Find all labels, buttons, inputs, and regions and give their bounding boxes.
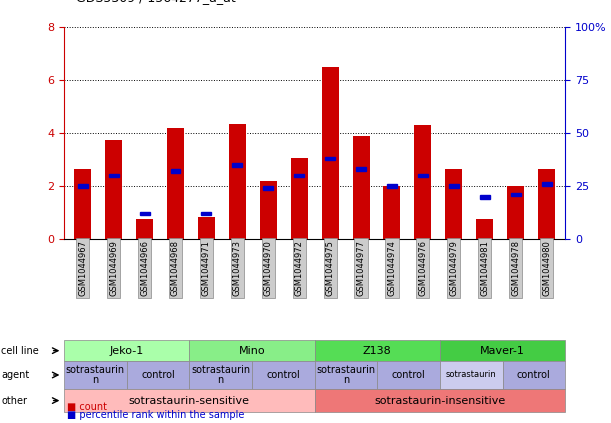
Text: GSM1044971: GSM1044971 xyxy=(202,240,211,296)
Bar xyxy=(140,212,150,215)
Text: other: other xyxy=(1,396,27,406)
Text: ■ count: ■ count xyxy=(67,402,107,412)
Bar xyxy=(78,184,87,188)
Bar xyxy=(542,182,552,186)
Text: GSM1044980: GSM1044980 xyxy=(542,240,551,296)
Text: GSM1044976: GSM1044976 xyxy=(419,240,428,296)
Text: sotrastaurin
n: sotrastaurin n xyxy=(66,365,125,385)
Bar xyxy=(356,168,366,171)
Text: Mino: Mino xyxy=(239,346,265,356)
Bar xyxy=(445,169,463,239)
Bar xyxy=(414,125,431,239)
Bar xyxy=(74,169,91,239)
Text: GSM1044978: GSM1044978 xyxy=(511,240,520,296)
Text: sotrastaurin
n: sotrastaurin n xyxy=(191,365,251,385)
Text: GSM1044975: GSM1044975 xyxy=(326,240,335,296)
Bar xyxy=(387,184,397,188)
Text: control: control xyxy=(266,370,300,380)
Bar xyxy=(353,136,370,239)
Bar xyxy=(260,181,277,239)
Text: GSM1044967: GSM1044967 xyxy=(78,240,87,296)
Bar xyxy=(229,124,246,239)
Text: sotrastaurin-sensitive: sotrastaurin-sensitive xyxy=(129,396,250,406)
Bar xyxy=(418,174,428,177)
Bar xyxy=(321,67,338,239)
Text: control: control xyxy=(141,370,175,380)
Bar xyxy=(507,186,524,239)
Bar xyxy=(202,212,211,215)
Bar xyxy=(449,184,459,188)
Bar xyxy=(295,174,304,177)
Text: agent: agent xyxy=(1,370,29,380)
Bar xyxy=(384,186,400,239)
Text: Jeko-1: Jeko-1 xyxy=(109,346,144,356)
Text: GSM1044969: GSM1044969 xyxy=(109,240,118,296)
Bar xyxy=(476,219,493,239)
Text: control: control xyxy=(392,370,425,380)
Bar xyxy=(198,217,215,239)
Text: GSM1044977: GSM1044977 xyxy=(357,240,365,296)
Bar xyxy=(538,169,555,239)
Bar xyxy=(480,195,489,198)
Text: GSM1044981: GSM1044981 xyxy=(480,240,489,296)
Text: Z138: Z138 xyxy=(363,346,392,356)
Text: GSM1044979: GSM1044979 xyxy=(449,240,458,296)
Bar xyxy=(109,174,119,177)
Text: Maver-1: Maver-1 xyxy=(480,346,525,356)
Text: GSM1044970: GSM1044970 xyxy=(264,240,273,296)
Text: GSM1044974: GSM1044974 xyxy=(387,240,397,296)
Bar xyxy=(136,219,153,239)
Bar xyxy=(167,128,184,239)
Text: cell line: cell line xyxy=(1,346,39,356)
Bar xyxy=(232,163,243,167)
Text: GSM1044973: GSM1044973 xyxy=(233,240,242,296)
Bar xyxy=(511,193,521,196)
Bar xyxy=(263,187,273,190)
Text: ■ percentile rank within the sample: ■ percentile rank within the sample xyxy=(67,409,244,420)
Text: sotrastaurin
n: sotrastaurin n xyxy=(316,365,376,385)
Text: GSM1044972: GSM1044972 xyxy=(295,240,304,296)
Bar xyxy=(291,158,308,239)
Bar xyxy=(325,157,335,160)
Text: GSM1044966: GSM1044966 xyxy=(140,240,149,296)
Bar xyxy=(105,140,122,239)
Text: GDS5309 / 1564277_a_at: GDS5309 / 1564277_a_at xyxy=(76,0,236,4)
Text: GSM1044968: GSM1044968 xyxy=(171,240,180,296)
Text: sotrastaurin-insensitive: sotrastaurin-insensitive xyxy=(375,396,505,406)
Text: sotrastaurin: sotrastaurin xyxy=(446,371,497,379)
Bar xyxy=(170,170,180,173)
Text: control: control xyxy=(517,370,551,380)
